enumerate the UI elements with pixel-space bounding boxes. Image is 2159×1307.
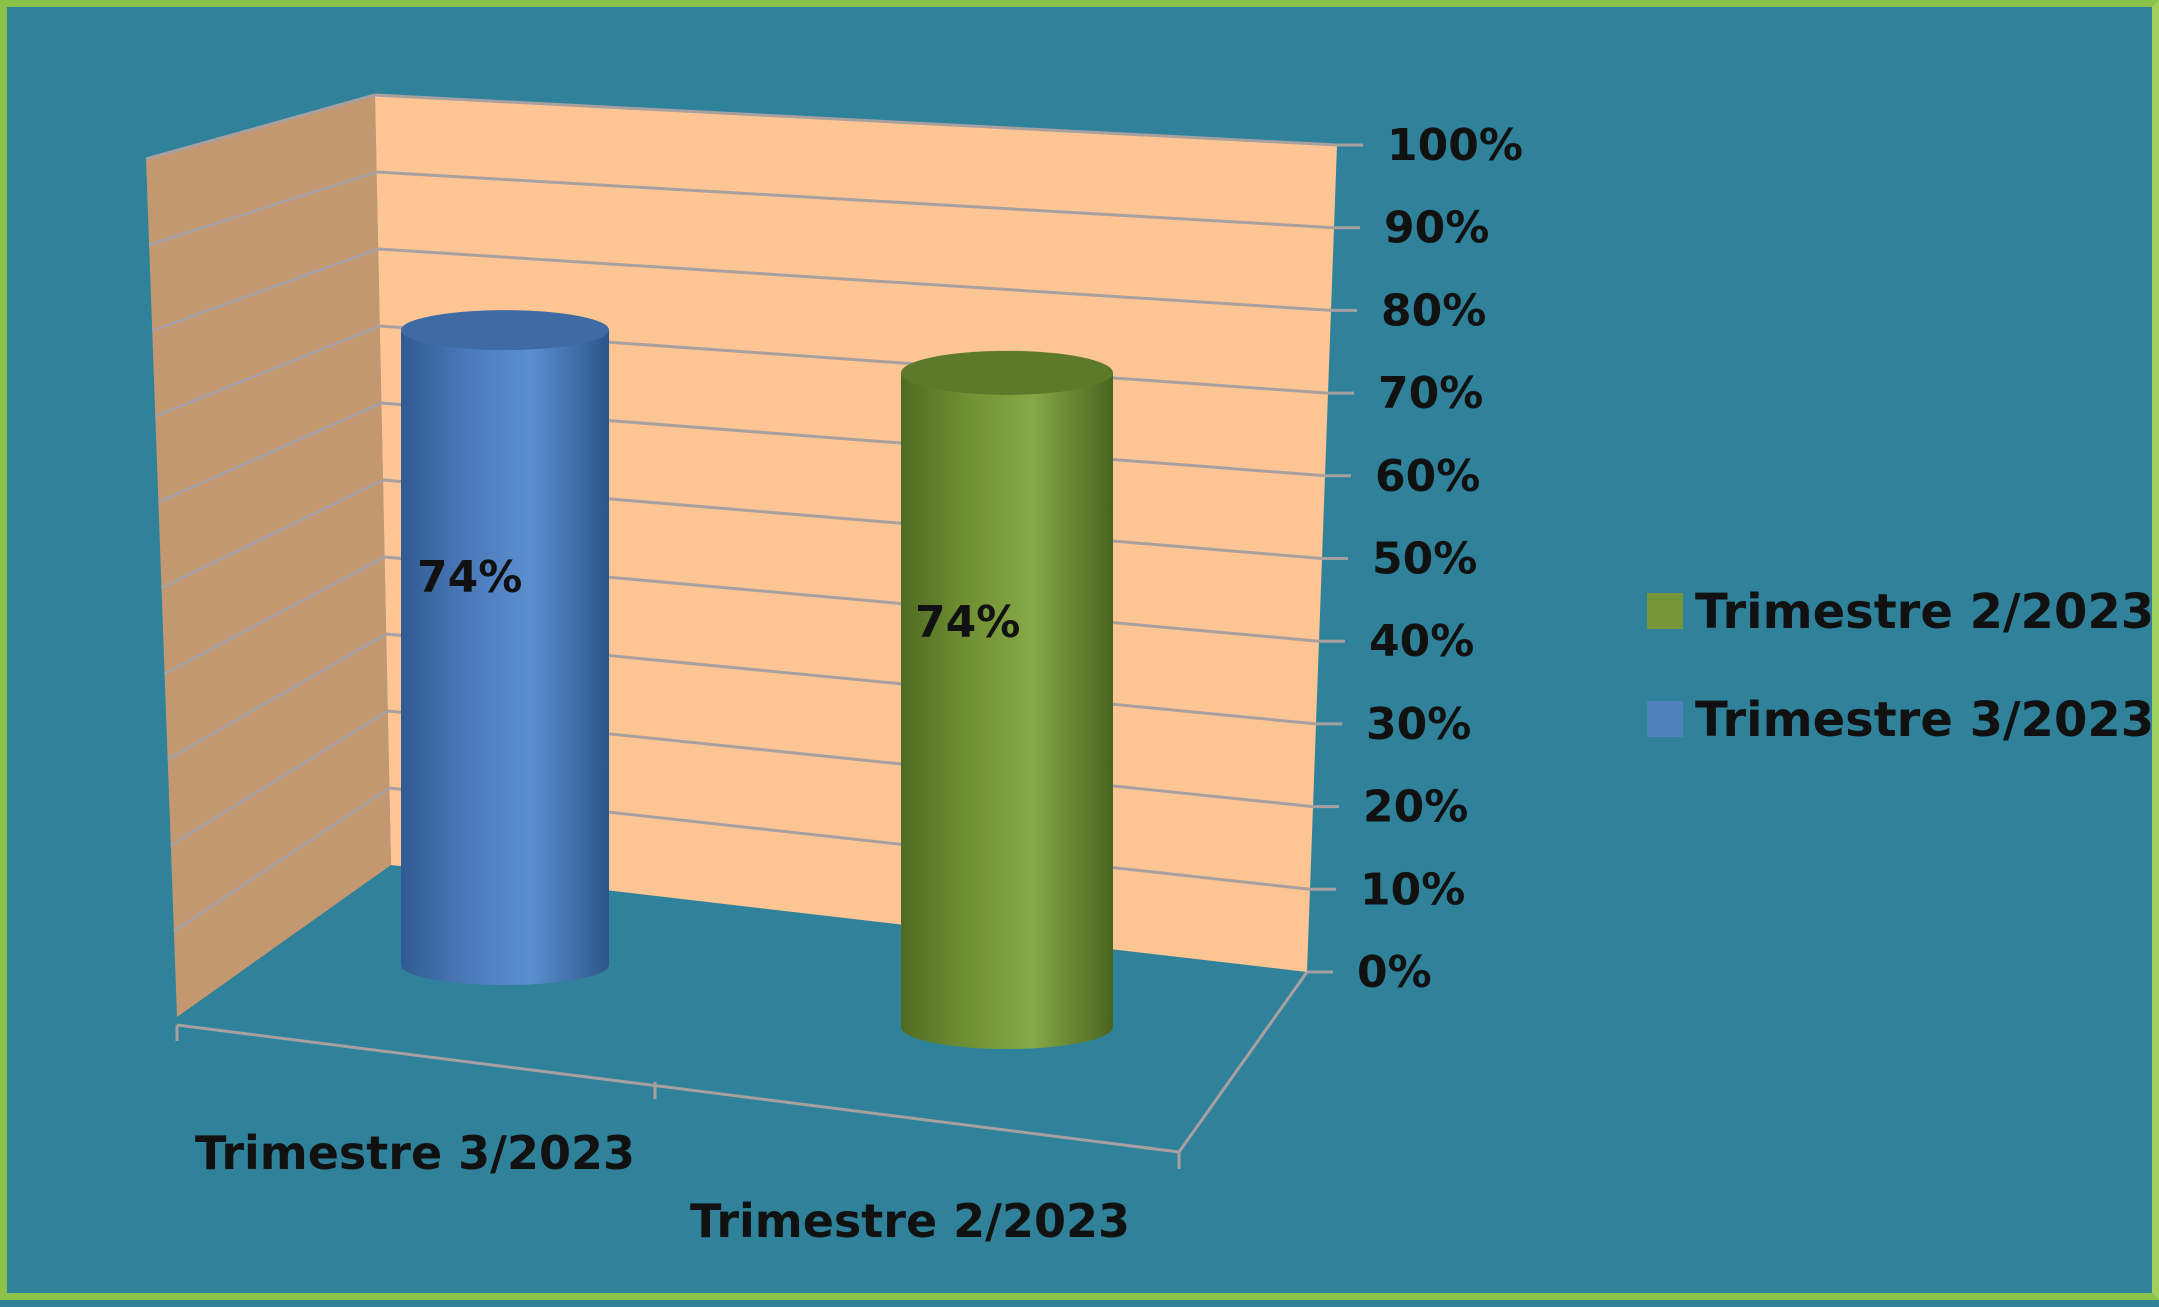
gridline-side: [151, 247, 379, 333]
y-tick-label: 50%: [1372, 534, 1477, 585]
gridline-side: [170, 709, 389, 847]
y-tick-label: 60%: [1375, 451, 1480, 502]
y-tick-label: 80%: [1381, 285, 1486, 336]
gridline: [378, 247, 1332, 312]
y-tick-label: 70%: [1378, 368, 1483, 419]
y-tick-label: 100%: [1387, 120, 1523, 171]
axes: [175, 971, 1309, 1169]
legend-swatch: [1647, 593, 1683, 629]
y-tick-label: 20%: [1363, 782, 1468, 833]
y-tick-label: 30%: [1366, 699, 1471, 750]
legend-swatch: [1647, 701, 1683, 737]
y-tick-labels: 0% 10% 20% 30% 40% 50% 60% 70% 80% 90% 100%: [1357, 120, 1523, 998]
bars: 74% 74%: [401, 310, 1113, 1050]
bar-cylinder-body: [901, 372, 1113, 1050]
gridline-side: [173, 786, 391, 933]
gridline: [376, 170, 1335, 230]
chart-svg: 0%10%20%30%40%50%60%70%80%90%100% 74%74%…: [145, 93, 2154, 1248]
legend-label: Trimestre 3/2023: [1695, 692, 2154, 748]
category-axis-line: [176, 1023, 1180, 1154]
data-label: 74%: [417, 552, 522, 603]
depth-axis-line: [1177, 971, 1309, 1153]
side-wall: [146, 95, 391, 1017]
y-tick-label: 90%: [1384, 203, 1489, 254]
x-tick-label: Trimestre 3/2023: [195, 1126, 635, 1180]
legend: Trimestre 2/2023 Trimestre 3/2023: [1647, 584, 2154, 748]
y-tick-label: 0%: [1357, 947, 1432, 998]
data-label: 74%: [915, 597, 1020, 648]
y-tick-label: 10%: [1360, 864, 1465, 915]
legend-label: Trimestre 2/2023: [1695, 584, 2154, 640]
bar-cylinder-body: [401, 330, 609, 986]
gridline-side: [145, 93, 376, 161]
x-tick-labels: Trimestre 3/2023 Trimestre 2/2023: [195, 1126, 1130, 1248]
gridline-side: [166, 632, 387, 761]
x-tick-label: Trimestre 2/2023: [690, 1194, 1130, 1248]
gridline-side: [154, 324, 381, 418]
gridline-side: [163, 555, 386, 676]
y-tick-label: 40%: [1369, 616, 1474, 667]
gridline-side: [160, 478, 384, 590]
gridline-side: [157, 401, 383, 504]
gridline: [374, 93, 1338, 147]
bar-cylinder-top: [401, 310, 609, 351]
bar-cylinder-top: [901, 350, 1113, 395]
gridline-side: [148, 170, 378, 247]
